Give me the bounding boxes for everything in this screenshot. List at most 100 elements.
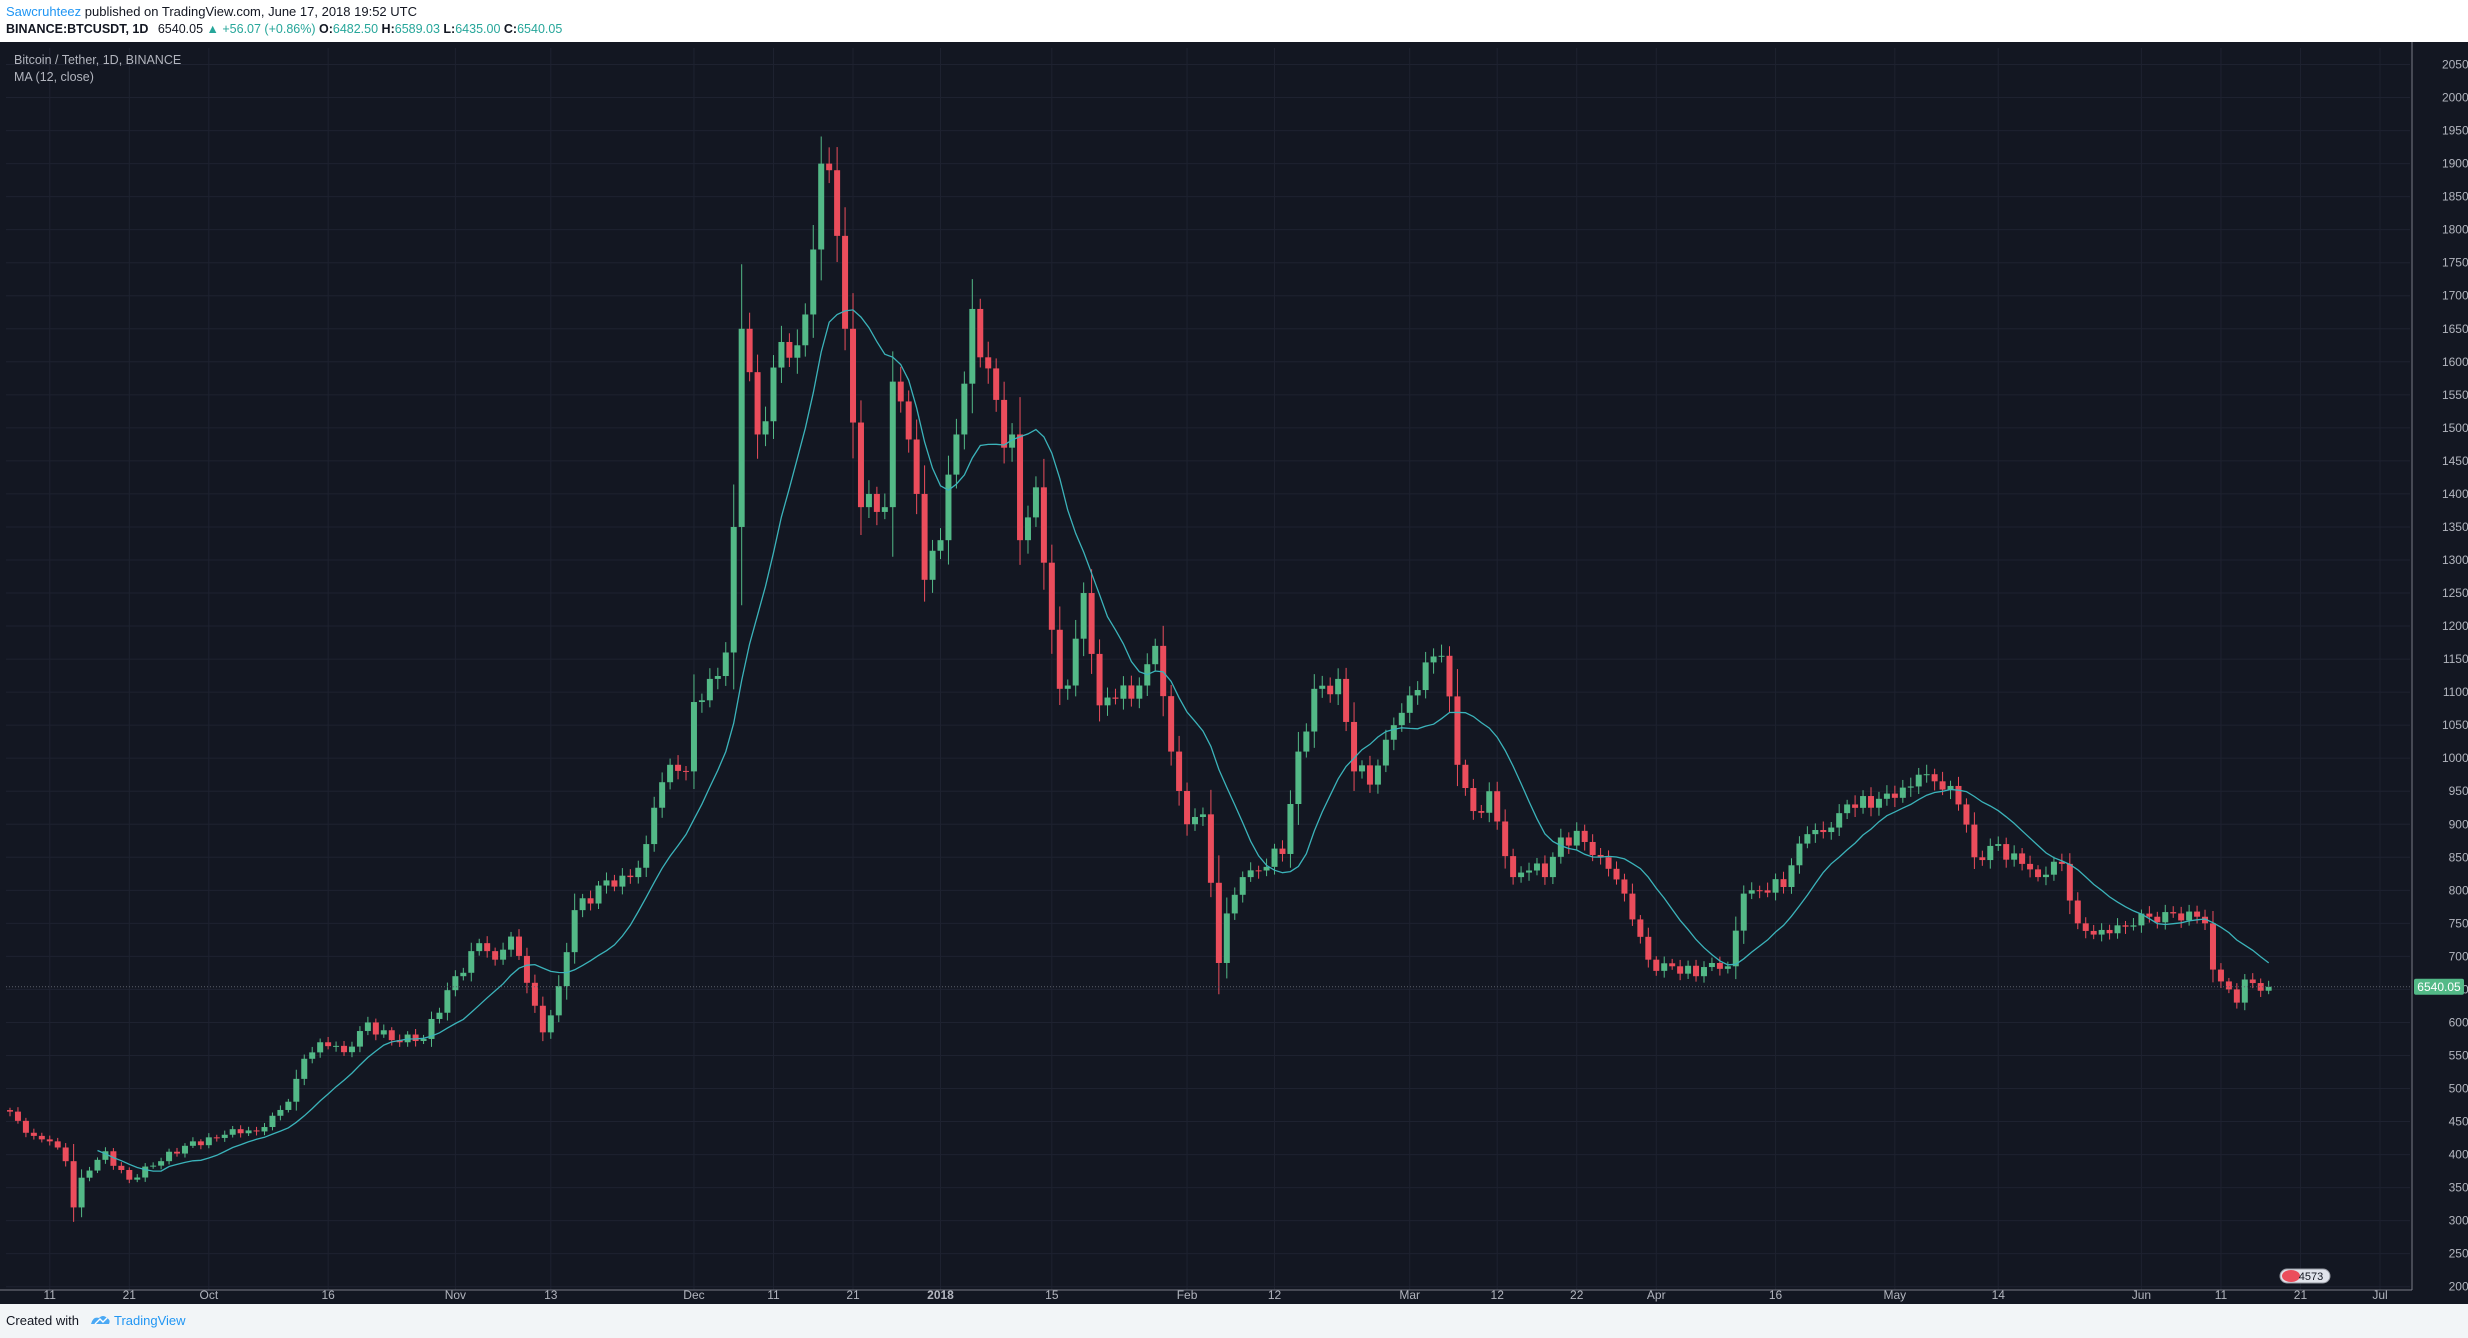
- candle-body: [778, 341, 785, 368]
- candle-body: [953, 434, 960, 475]
- candle-body: [213, 1137, 220, 1139]
- candle-body: [2154, 916, 2161, 923]
- candle-body: [1915, 774, 1922, 787]
- candle-body: [1677, 966, 1684, 974]
- candle-body: [1891, 793, 1898, 798]
- low-label: L:: [443, 22, 456, 36]
- candle-body: [627, 875, 634, 878]
- candle-body: [1406, 695, 1413, 713]
- candle-body: [1939, 781, 1946, 790]
- candle-body: [571, 910, 578, 953]
- candle-body: [2257, 983, 2264, 991]
- candle-body: [810, 249, 817, 315]
- candle-body: [1454, 696, 1461, 765]
- y-tick-label: 5500.00: [2449, 1048, 2468, 1062]
- candle-body: [134, 1177, 141, 1180]
- candle-body: [2162, 912, 2169, 923]
- candle-body: [2042, 874, 2049, 878]
- candle-body: [579, 898, 586, 911]
- candle-body: [1470, 788, 1477, 812]
- candle-body: [1001, 399, 1008, 448]
- candle-body: [444, 990, 451, 1013]
- candle-body: [1168, 696, 1175, 752]
- x-tick-label: 15: [1045, 1288, 1059, 1302]
- candle-body: [619, 875, 626, 887]
- candle-body: [834, 170, 841, 236]
- candle-body: [388, 1030, 395, 1041]
- candle-body: [850, 328, 857, 423]
- open-value: 6482.50: [332, 22, 379, 36]
- y-tick-label: 9000.00: [2449, 817, 2468, 831]
- symbol-label: BINANCE:BTCUSDT, 1D: [6, 22, 149, 36]
- x-tick-label: Jul: [2372, 1288, 2387, 1302]
- y-tick-label: 8000.00: [2449, 883, 2468, 897]
- candle-body: [1518, 872, 1525, 878]
- candle-body: [309, 1052, 316, 1059]
- open-label: O:: [318, 22, 333, 36]
- candle-body: [372, 1022, 379, 1035]
- candle-body: [38, 1135, 45, 1140]
- candle-body: [22, 1120, 29, 1133]
- candle-body: [1907, 786, 1914, 788]
- y-tick-label: 11500.00: [2443, 652, 2468, 666]
- candle-body: [1621, 879, 1628, 894]
- candle-body: [706, 678, 713, 701]
- candle-body: [1199, 814, 1206, 817]
- candle-body: [396, 1040, 403, 1043]
- candle-body: [293, 1078, 300, 1102]
- candle-body: [508, 936, 515, 950]
- y-tick-label: 13500.00: [2442, 520, 2468, 534]
- candle-body: [675, 764, 682, 771]
- candle-body: [30, 1132, 37, 1136]
- candle-body: [690, 702, 697, 772]
- candle-body: [2050, 861, 2057, 875]
- candle-body: [1048, 562, 1055, 630]
- candle-body: [1430, 656, 1437, 663]
- candle-body: [1279, 848, 1286, 854]
- candle-body: [2003, 844, 2010, 860]
- candle-body: [261, 1127, 268, 1132]
- tradingview-brand[interactable]: TradingView: [89, 1313, 186, 1328]
- candle-body: [277, 1109, 284, 1116]
- candle-body: [643, 844, 650, 868]
- y-tick-label: 10000.00: [2442, 751, 2468, 765]
- y-tick-label: 18000.00: [2442, 223, 2468, 237]
- candle-body: [1526, 870, 1533, 873]
- candle-body: [1478, 811, 1485, 813]
- chart-area[interactable]: 2000.00 2500.00 3000.00 3500.00 4000.00 4500.…: [0, 42, 2468, 1304]
- candle-body: [118, 1165, 125, 1170]
- candle-body: [1017, 434, 1024, 541]
- candle-body: [460, 972, 467, 977]
- candle-body: [1868, 796, 1875, 808]
- candle-body: [1351, 721, 1358, 772]
- y-tick-label: 12500.00: [2442, 586, 2468, 600]
- candle-body: [2233, 989, 2240, 1003]
- close-label: C:: [503, 22, 518, 36]
- y-tick-label: 16500.00: [2442, 322, 2468, 336]
- x-tick-label: Mar: [1399, 1288, 1420, 1302]
- candle-body: [714, 676, 721, 679]
- candle-body: [1160, 645, 1167, 697]
- candle-body: [1597, 854, 1604, 858]
- candle-body: [428, 1018, 435, 1039]
- candle-body: [1963, 804, 1970, 825]
- candle-body: [1581, 830, 1588, 842]
- candle-body: [142, 1166, 149, 1178]
- candle-body: [492, 951, 499, 960]
- candle-body: [595, 885, 602, 904]
- candle-body: [897, 381, 904, 402]
- candle-body: [1820, 829, 1827, 833]
- candle-body: [1128, 685, 1135, 699]
- candle-body: [2194, 911, 2201, 917]
- candle-body: [1088, 593, 1095, 654]
- author-link[interactable]: Sawcruhteez: [6, 4, 82, 19]
- tradingview-logo-icon: [90, 1316, 110, 1325]
- x-tick-label: 14: [1992, 1288, 2006, 1302]
- candle-body: [1056, 629, 1063, 689]
- candlestick-chart[interactable]: 2000.00 2500.00 3000.00 3500.00 4000.00 4500.…: [0, 42, 2468, 1304]
- candle-body: [667, 764, 674, 783]
- candle-body: [531, 982, 538, 1006]
- candle-body: [2202, 916, 2209, 924]
- candle-body: [1740, 893, 1747, 931]
- candle-body: [2035, 869, 2042, 878]
